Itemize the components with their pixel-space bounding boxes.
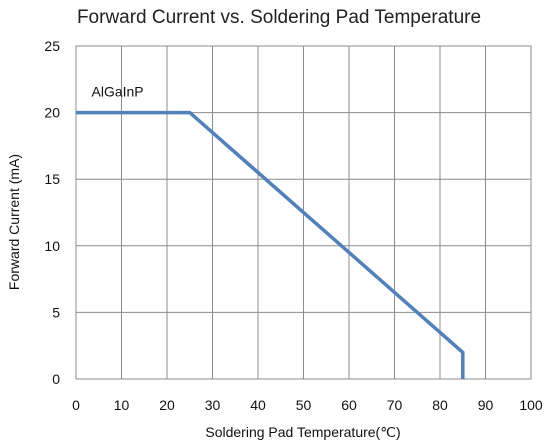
y-tick-label: 20 [44,105,60,121]
series-annotation: AlGaInP [92,84,144,100]
x-tick-label: 50 [296,397,312,413]
annotations: AlGaInP [92,84,144,100]
x-tick-label: 0 [72,397,80,413]
x-tick-label: 80 [432,397,448,413]
x-tick-label: 100 [519,397,543,413]
x-tick-label: 60 [341,397,357,413]
x-tick-label: 10 [114,397,130,413]
y-tick-label: 10 [44,238,60,254]
y-tick-label: 25 [44,38,60,54]
series-line-algainp [76,110,465,379]
y-tick-labels: 0 5 10 15 20 25 [44,38,60,387]
y-tick-label: 5 [52,304,60,320]
y-tick-label: 0 [52,371,60,387]
x-tick-label: 90 [478,397,494,413]
series-layer [76,110,465,379]
plot-frame [75,45,532,380]
x-tick-label: 40 [250,397,266,413]
x-tick-label: 20 [159,397,175,413]
x-axis-label: Soldering Pad Temperature(℃) [205,424,400,440]
x-tick-label: 70 [387,397,403,413]
x-tick-labels: 0 10 20 30 40 50 60 70 80 90 100 [72,397,543,413]
chart-title: Forward Current vs. Soldering Pad Temper… [77,7,481,28]
x-tick-label: 30 [205,397,221,413]
y-tick-label: 15 [44,171,60,187]
y-axis-label: Forward Current (mA) [6,154,22,290]
